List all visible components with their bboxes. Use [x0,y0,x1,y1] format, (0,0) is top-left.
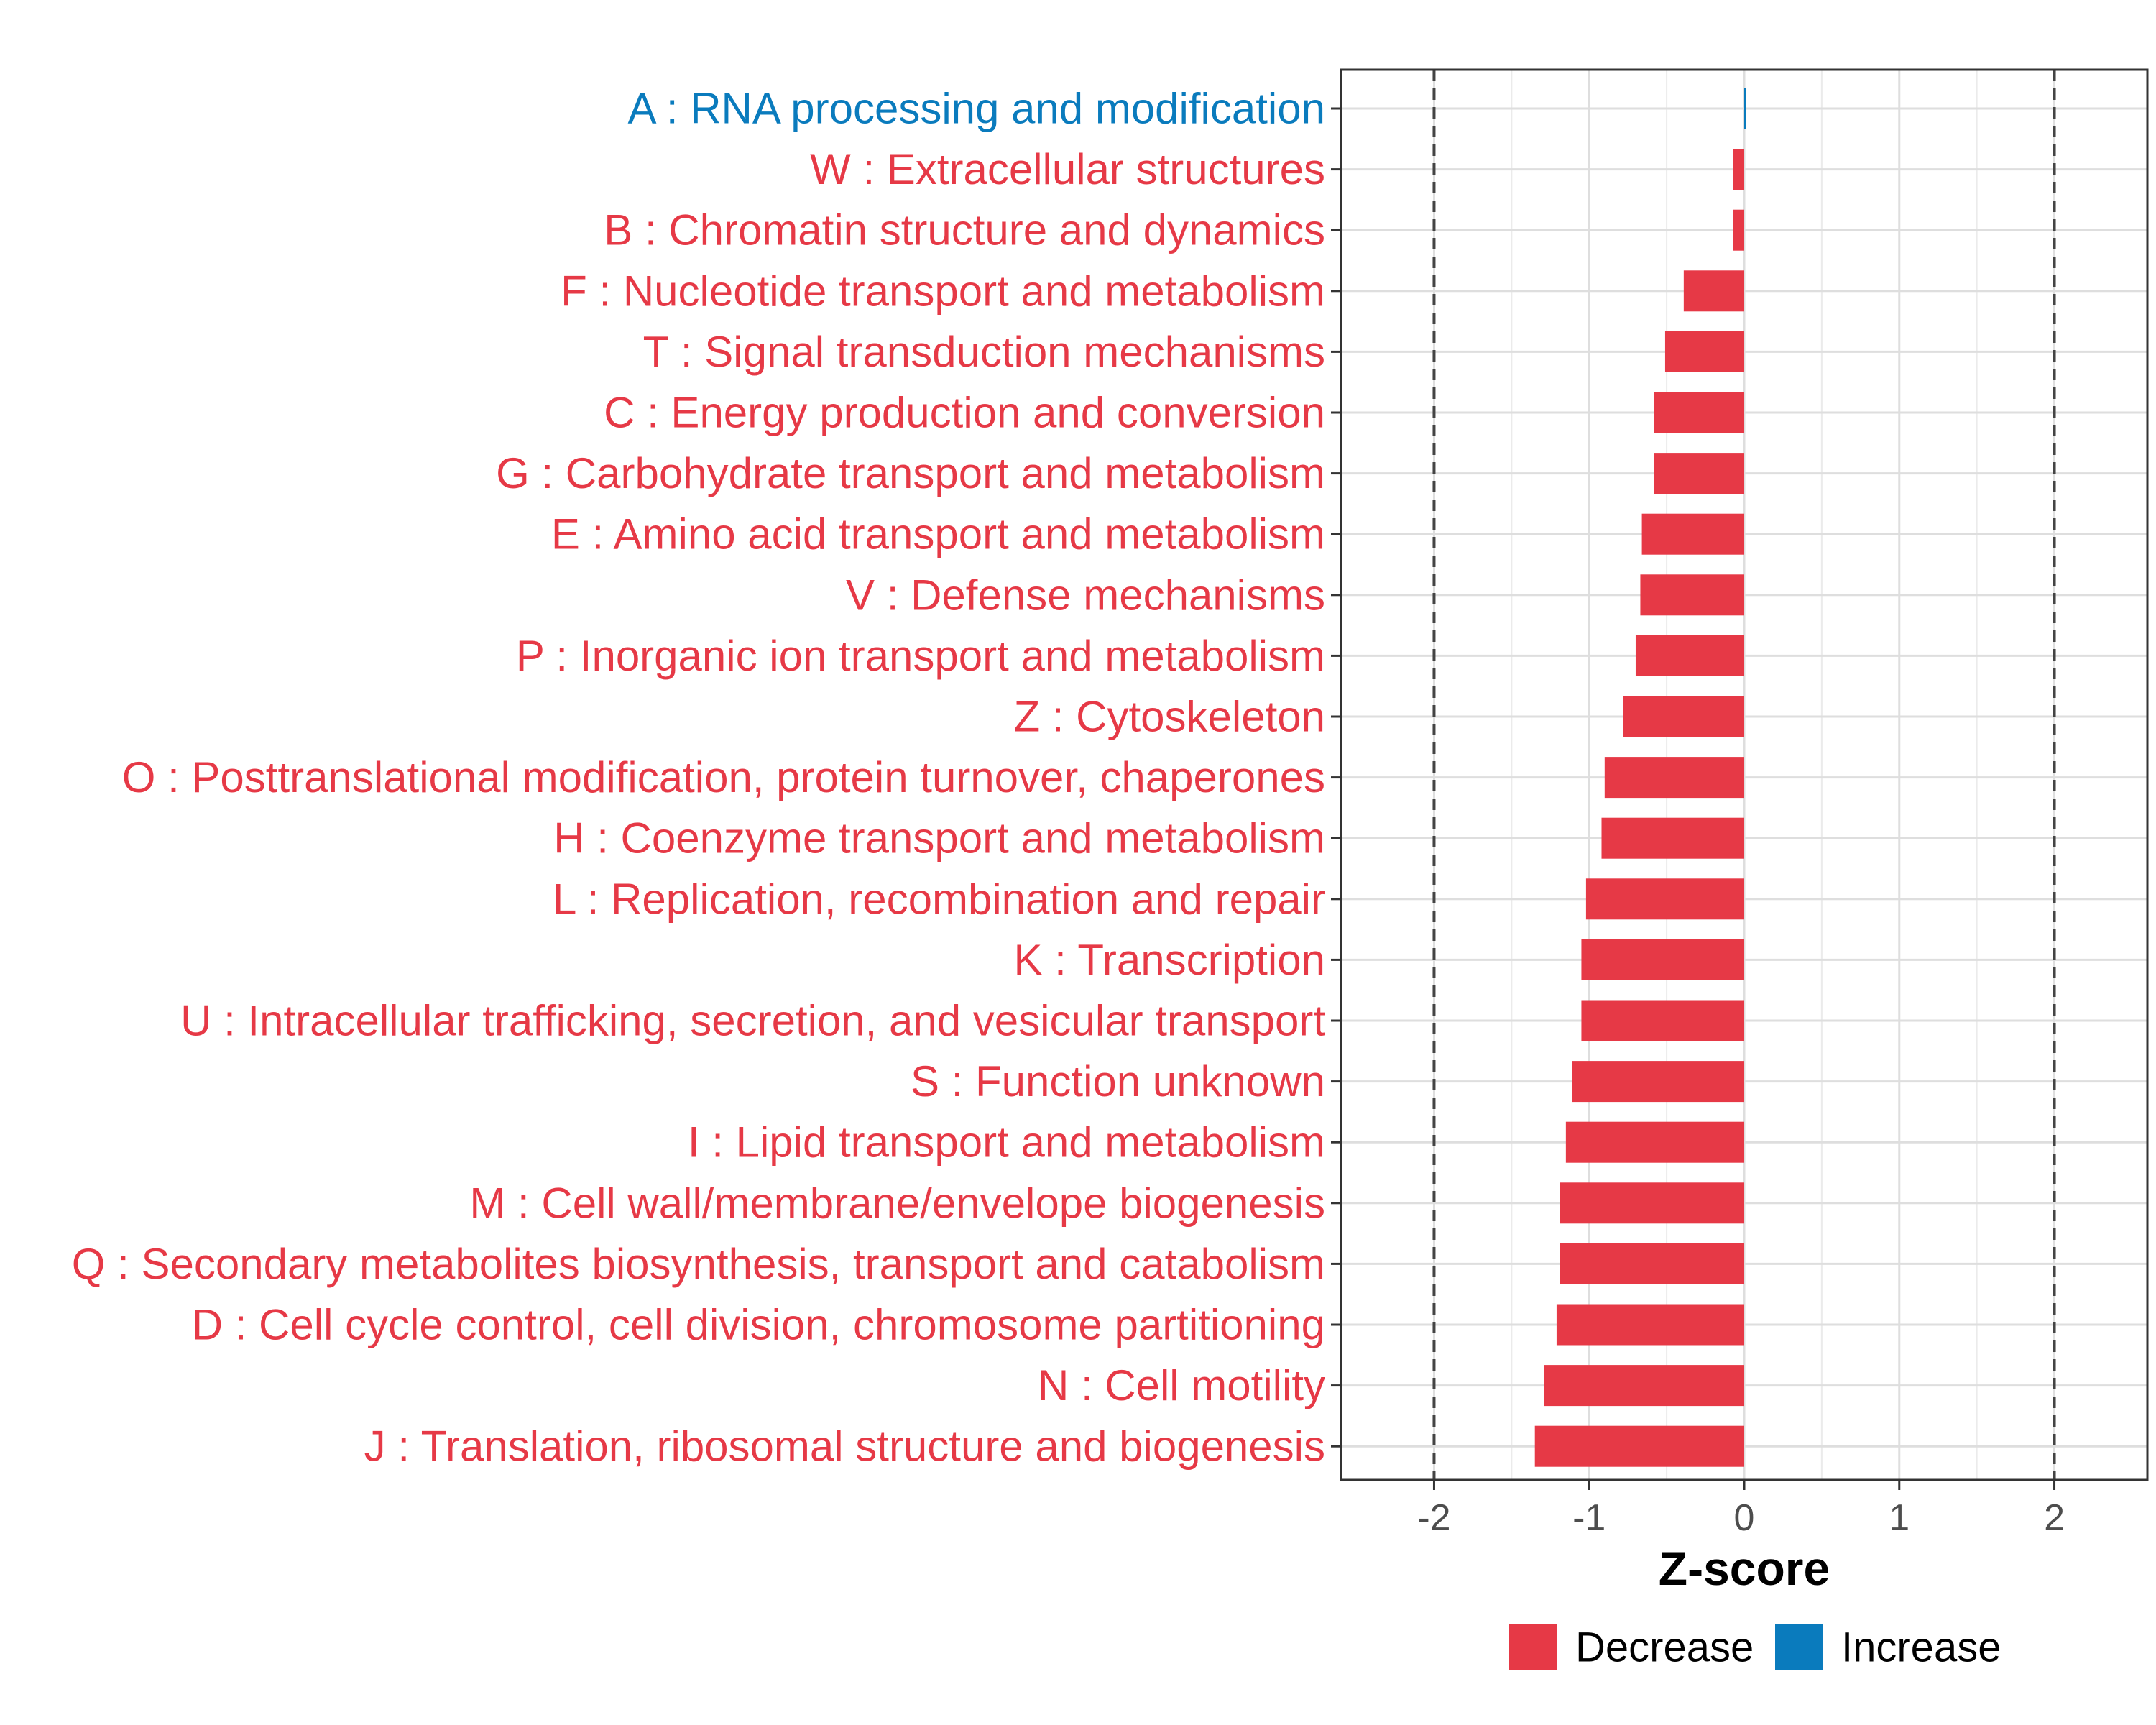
category-label: U : Intracellular trafficking, secretion… [180,997,1325,1045]
bar [1604,757,1744,799]
bar [1560,1182,1744,1224]
bar [1556,1304,1744,1346]
legend: Decrease Increase [1509,1624,2001,1671]
reference-lines [1432,70,2056,1480]
bar [1654,392,1744,433]
category-label: P : Inorganic ion transport and metaboli… [516,632,1325,680]
x-axis-ticks: -2 -1 0 1 2 [1417,1480,2065,1539]
bar [1683,270,1744,312]
legend-label: Decrease [1575,1624,1754,1671]
bar [1581,939,1744,980]
bar [1635,635,1744,676]
legend-label: Increase [1841,1624,2001,1671]
category-label: A : RNA processing and modification [627,85,1325,133]
bar [1744,88,1746,129]
x-tick-label: -1 [1572,1497,1606,1539]
category-label: I : Lipid transport and metabolism [688,1118,1325,1167]
bar [1641,513,1744,555]
bar [1640,574,1744,616]
legend-swatch [1775,1624,1823,1670]
x-axis-title: Z-score [1659,1542,1830,1595]
category-label: S : Function unknown [911,1057,1325,1105]
bar [1565,1121,1744,1163]
category-label: H : Coenzyme transport and metabolism [553,814,1325,862]
bar [1623,696,1744,737]
y-axis-ticks [1331,107,1341,1448]
bar [1534,1425,1744,1467]
category-label: F : Nucleotide transport and metabolism [561,267,1325,315]
x-tick-label: 0 [1734,1497,1755,1539]
category-label: L : Replication, recombination and repai… [553,875,1325,923]
bar [1664,331,1744,372]
bar [1544,1365,1744,1407]
category-label: Q : Secondary metabolites biosynthesis, … [72,1240,1325,1288]
category-label: C : Energy production and conversion [604,389,1325,437]
bar [1733,209,1744,251]
category-label: B : Chromatin structure and dynamics [604,206,1325,254]
category-label: T : Signal transduction mechanisms [643,328,1325,376]
x-tick-label: -2 [1417,1497,1450,1539]
category-label: K : Transcription [1013,936,1325,984]
category-label: J : Translation, ribosomal structure and… [364,1422,1325,1471]
x-tick-label: 2 [2044,1497,2065,1539]
bar [1733,149,1744,190]
category-label: W : Extracellular structures [810,145,1325,193]
bars [1534,88,1746,1467]
bar [1601,817,1744,859]
category-labels: A : RNA processing and modification W : E… [72,85,1326,1471]
category-label: Z : Cytoskeleton [1013,693,1325,741]
bar [1572,1061,1744,1103]
bar [1654,453,1744,494]
category-label: E : Amino acid transport and metabolism [551,510,1325,558]
legend-swatch [1509,1624,1557,1670]
category-label: O : Posttranslational modification, prot… [122,753,1325,801]
category-label: N : Cell motility [1038,1361,1325,1409]
bar [1585,878,1744,920]
category-label: M : Cell wall/membrane/envelope biogenes… [469,1179,1325,1227]
bar [1581,1000,1744,1041]
category-label: G : Carbohydrate transport and metabolis… [496,449,1325,497]
bar [1560,1243,1744,1284]
category-label: V : Defense mechanisms [846,571,1325,619]
category-label: D : Cell cycle control, cell division, c… [192,1301,1325,1349]
x-tick-label: 1 [1889,1497,1909,1539]
